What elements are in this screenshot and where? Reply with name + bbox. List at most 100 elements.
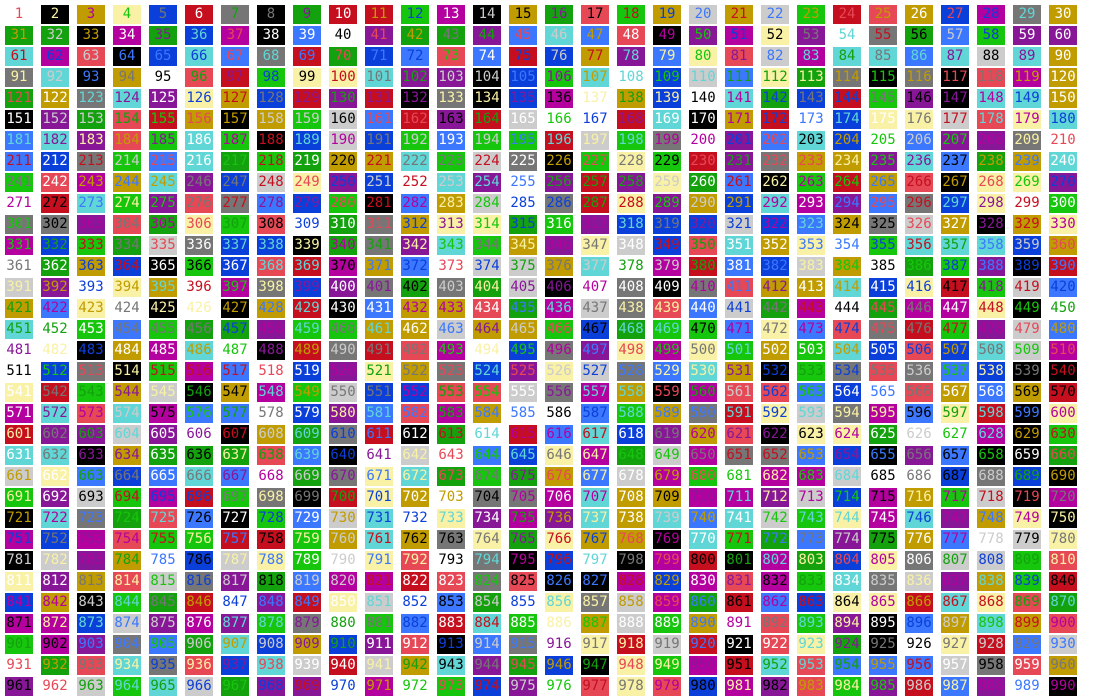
grid-cell: 97 bbox=[221, 68, 249, 87]
grid-cell: 414 bbox=[833, 278, 861, 297]
grid-cell: 879 bbox=[293, 614, 321, 633]
grid-cell: 905 bbox=[149, 635, 177, 654]
grid-cell: 468 bbox=[617, 320, 645, 339]
grid-cell: 951 bbox=[725, 656, 753, 675]
grid-cell: 567 bbox=[941, 383, 969, 402]
grid-cell: 728 bbox=[257, 509, 285, 528]
grid-cell: 483 bbox=[77, 341, 105, 360]
grid-cell: 663 bbox=[77, 467, 105, 486]
grid-cell: 51 bbox=[725, 26, 753, 45]
grid-cell: 637 bbox=[221, 446, 249, 465]
grid-cell: 396 bbox=[185, 278, 213, 297]
grid-cell: 339 bbox=[293, 236, 321, 255]
grid-cell: 424 bbox=[113, 299, 141, 318]
grid-cell: 408 bbox=[617, 278, 645, 297]
grid-cell: 552 bbox=[401, 383, 429, 402]
grid-cell: 405 bbox=[509, 278, 537, 297]
grid-cell: 135 bbox=[509, 89, 537, 108]
grid-cell: 792 bbox=[401, 551, 429, 570]
grid-cell: 640 bbox=[329, 446, 357, 465]
grid-cell: 144 bbox=[833, 89, 861, 108]
grid-cell: 714 bbox=[833, 488, 861, 507]
grid-cell: 882 bbox=[401, 614, 429, 633]
grid-cell: 439 bbox=[653, 299, 681, 318]
grid-cell: 607 bbox=[221, 425, 249, 444]
grid-cell: 512 bbox=[41, 362, 69, 381]
grid-cell: 972 bbox=[401, 677, 429, 696]
grid-cell: 856 bbox=[545, 593, 573, 612]
grid-cell: 797 bbox=[581, 551, 609, 570]
grid-cell: 351 bbox=[725, 236, 753, 255]
grid-cell: 132 bbox=[401, 89, 429, 108]
grid-cell: 823 bbox=[437, 572, 465, 591]
grid-cell: 582 bbox=[401, 404, 429, 423]
grid-cell: 453 bbox=[77, 320, 105, 339]
grid-cell: 691 bbox=[5, 488, 33, 507]
grid-cell: 780 bbox=[1049, 530, 1077, 549]
grid-cell: 209 bbox=[1013, 131, 1041, 150]
grid-cell: 243 bbox=[77, 173, 105, 192]
grid-cell: 579 bbox=[293, 404, 321, 423]
grid-cell: 279 bbox=[293, 194, 321, 213]
grid-cell: 44 bbox=[473, 26, 501, 45]
grid-cell: 635 bbox=[149, 446, 177, 465]
grid-cell: 155 bbox=[149, 110, 177, 129]
grid-cell: 868 bbox=[977, 593, 1005, 612]
grid-cell: 872 bbox=[41, 614, 69, 633]
grid-cell: 954 bbox=[833, 656, 861, 675]
grid-cell: 131 bbox=[365, 89, 393, 108]
grid-cell: 986 bbox=[905, 677, 933, 696]
grid-cell: 633 bbox=[77, 446, 105, 465]
grid-cell: 433 bbox=[437, 299, 465, 318]
grid-cell: 602 bbox=[41, 425, 69, 444]
grid-cell: 224 bbox=[473, 152, 501, 171]
grid-cell: 233 bbox=[797, 152, 825, 171]
grid-cell: 664 bbox=[113, 467, 141, 486]
grid-cell: 535 bbox=[869, 362, 897, 381]
grid-cell: 268 bbox=[977, 173, 1005, 192]
grid-cell: 900 bbox=[1049, 614, 1077, 633]
grid-cell: 24 bbox=[833, 5, 861, 24]
grid-cell: 258 bbox=[617, 173, 645, 192]
grid-cell: 841 bbox=[5, 593, 33, 612]
grid-cell: 626 bbox=[905, 425, 933, 444]
grid-cell: 699 bbox=[293, 488, 321, 507]
grid-cell: 485 bbox=[149, 341, 177, 360]
grid-cell: 897 bbox=[941, 614, 969, 633]
grid-cell: 674 bbox=[473, 467, 501, 486]
grid-cell: 677 bbox=[581, 467, 609, 486]
grid-cell: 718 bbox=[977, 488, 1005, 507]
grid-cell: 688 bbox=[977, 467, 1005, 486]
grid-cell: 803 bbox=[797, 551, 825, 570]
grid-cell: 446 bbox=[905, 299, 933, 318]
grid-cell: 513 bbox=[77, 362, 105, 381]
grid-cell: 712 bbox=[761, 488, 789, 507]
grid-cell: 932 bbox=[41, 656, 69, 675]
grid-cell: 399 bbox=[293, 278, 321, 297]
grid-cell: 176 bbox=[905, 110, 933, 129]
grid-cell: 848 bbox=[257, 593, 285, 612]
grid-cell: 489 bbox=[293, 341, 321, 360]
grid-cell: 42 bbox=[401, 26, 429, 45]
grid-cell: 271 bbox=[5, 194, 33, 213]
grid-cell: 886 bbox=[545, 614, 573, 633]
grid-cell: 503 bbox=[797, 341, 825, 360]
grid-cell: 629 bbox=[1013, 425, 1041, 444]
grid-cell: 593 bbox=[797, 404, 825, 423]
grid-cell: 536 bbox=[905, 362, 933, 381]
grid-cell: 297 bbox=[941, 194, 969, 213]
grid-cell: 158 bbox=[257, 110, 285, 129]
grid-cell: 338 bbox=[257, 236, 285, 255]
grid-cell: 65 bbox=[149, 47, 177, 66]
grid-cell: 368 bbox=[257, 257, 285, 276]
grid-cell: 62 bbox=[41, 47, 69, 66]
grid-cell: 639 bbox=[293, 446, 321, 465]
grid-cell: 78 bbox=[617, 47, 645, 66]
grid-cell: 148 bbox=[977, 89, 1005, 108]
grid-cell: 495 bbox=[509, 341, 537, 360]
grid-cell: 904 bbox=[113, 635, 141, 654]
grid-cell: 22 bbox=[761, 5, 789, 24]
grid-cell: 758 bbox=[257, 530, 285, 549]
grid-cell: 344 bbox=[473, 236, 501, 255]
grid-cell: 751 bbox=[5, 530, 33, 549]
